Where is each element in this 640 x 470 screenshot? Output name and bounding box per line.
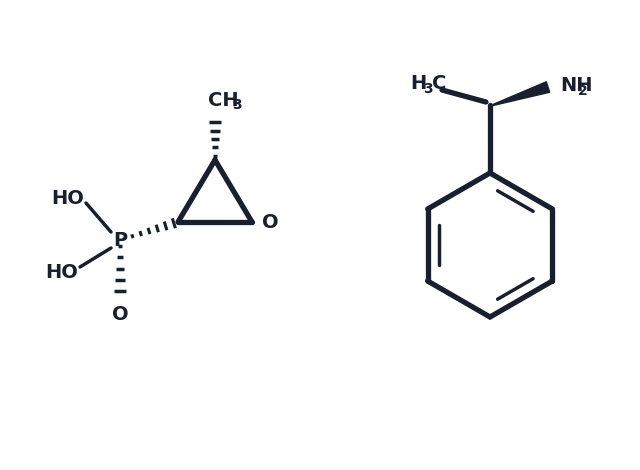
Text: O: O bbox=[112, 306, 128, 324]
Text: 3: 3 bbox=[232, 98, 242, 112]
Text: CH: CH bbox=[208, 91, 239, 110]
Text: O: O bbox=[262, 212, 278, 232]
Text: HO: HO bbox=[52, 188, 84, 207]
Polygon shape bbox=[493, 82, 550, 105]
Text: HO: HO bbox=[45, 263, 79, 282]
Text: P: P bbox=[113, 230, 127, 250]
Text: H: H bbox=[410, 73, 426, 93]
Text: NH: NH bbox=[560, 76, 593, 94]
Text: C: C bbox=[432, 73, 446, 93]
Text: 2: 2 bbox=[578, 84, 588, 98]
Text: 3: 3 bbox=[423, 82, 433, 96]
